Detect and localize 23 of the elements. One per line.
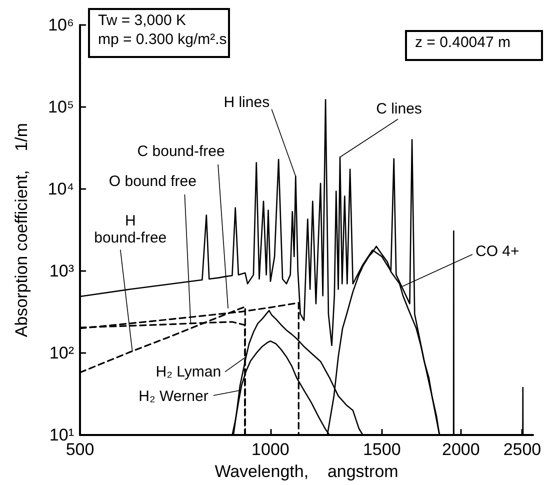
annotation: H₂ Werner	[138, 388, 208, 405]
annotation: C bound-free	[137, 142, 225, 160]
y-tick-label: 10⁶	[48, 16, 74, 34]
annotation: CO 4+	[476, 242, 520, 260]
y-axis-title: Absorption coefficient, 1/m	[12, 122, 31, 338]
x-axis-title: Wavelength, angstrom	[214, 462, 398, 481]
y-tick-label: 10²	[49, 344, 74, 363]
y-tick-label: 10⁵	[48, 98, 74, 117]
y-tick-label: 10³	[49, 262, 74, 281]
annotation: H lines	[224, 94, 270, 111]
annotation: Tw = 3,000 K	[98, 12, 186, 29]
x-tick-label: 1000	[252, 440, 290, 460]
annotation: O bound free	[108, 172, 196, 190]
x-tick-label: 2000	[442, 440, 480, 460]
annotation: H₂ Lyman	[156, 363, 222, 380]
annotation: mp = 0.300 kg/m².s	[98, 31, 227, 48]
x-tick-label: 1500	[362, 440, 401, 460]
x-tick-label: 2500	[503, 440, 542, 460]
annotation: C lines	[376, 100, 422, 118]
x-tick-label: 500	[66, 440, 94, 460]
annotation: z = 0.40047 m	[415, 34, 510, 51]
annotation: H bound-free	[94, 212, 167, 247]
y-tick-label: 10⁴	[48, 180, 74, 199]
